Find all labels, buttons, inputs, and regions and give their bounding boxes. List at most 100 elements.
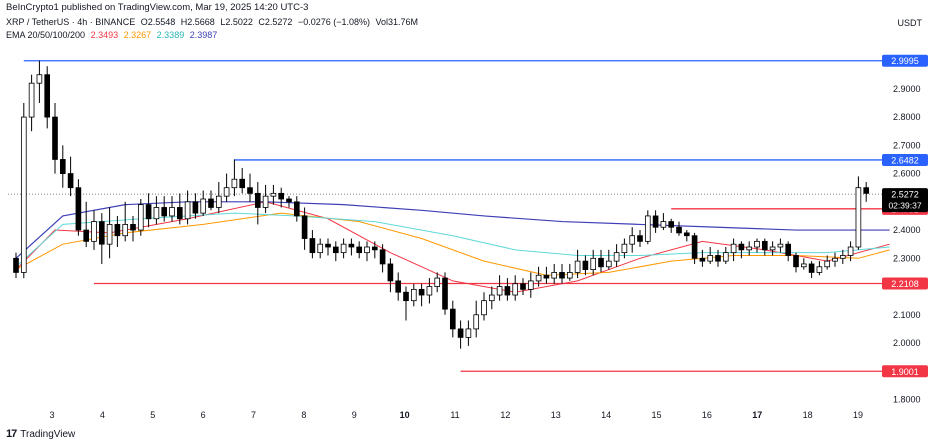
candle-body: [59, 159, 66, 174]
candle-body: [644, 215, 651, 242]
candle-body: [231, 178, 238, 189]
candle-body: [340, 243, 347, 254]
candle-body: [67, 173, 74, 189]
candle-body: [137, 204, 144, 231]
ema-label: EMA 20/50/100/200: [6, 30, 86, 40]
candle-body: [481, 300, 487, 316]
x-tick-label: 4: [100, 410, 105, 420]
candle-body: [722, 252, 729, 262]
candle-body: [582, 260, 589, 271]
candle-body: [215, 195, 222, 208]
candle-body: [28, 82, 35, 118]
last-price-label: 2.5272: [891, 190, 919, 200]
candle-body: [184, 201, 191, 220]
x-tick-label: 11: [450, 410, 459, 420]
candle-body: [442, 277, 448, 310]
candle-body: [371, 246, 378, 251]
candle-body: [145, 204, 152, 220]
candle-body: [192, 201, 199, 214]
x-tick-label: 13: [551, 410, 561, 420]
candle-body: [153, 207, 160, 220]
candle-body: [395, 280, 402, 293]
candle-body: [847, 246, 854, 256]
candle-body: [808, 263, 815, 273]
y-tick-label: 2.7000: [893, 140, 921, 150]
candle-body: [621, 243, 628, 254]
candle-body: [106, 224, 113, 245]
brand-label: TradingView: [20, 428, 76, 440]
candle-body: [769, 246, 776, 251]
x-tick-label: 10: [400, 410, 410, 420]
candle-body: [715, 255, 721, 262]
candle-body: [691, 235, 698, 259]
candle-body: [98, 221, 105, 245]
candle-body: [387, 263, 394, 282]
candle-body: [449, 308, 456, 330]
candle-body: [754, 240, 760, 248]
level-badge: [882, 153, 928, 166]
candle-body: [683, 232, 690, 237]
x-tick-label: 5: [150, 410, 155, 420]
ema-line: [15, 212, 890, 268]
y-tick-label: 2.1000: [893, 310, 921, 320]
candle-body: [434, 277, 441, 287]
candle-body: [605, 260, 612, 268]
y-tick-label: 2.9000: [893, 84, 921, 94]
candle-body: [543, 274, 550, 279]
x-tick-label: 18: [803, 410, 813, 420]
candle-body: [793, 255, 799, 268]
candle-body: [520, 283, 526, 290]
high-value: H2.5668: [180, 17, 215, 27]
y-tick-label: 2.0000: [893, 338, 921, 348]
x-tick-label: 6: [201, 410, 206, 420]
candle-body: [293, 201, 300, 217]
candle-body: [800, 263, 807, 268]
ema-legend: EMA 20/50/100/200 2.3493 2.3267 2.3389 2…: [6, 30, 220, 40]
candle-body: [52, 116, 58, 160]
volume-value: Vol31.76M: [375, 17, 419, 27]
candle-body: [863, 187, 870, 194]
candle-body: [551, 272, 558, 279]
open-value: O2.5548: [140, 17, 176, 27]
ohlc-line: XRP / TetherUS · 4h · BINANCE O2.5548 H2…: [6, 17, 421, 27]
candle-body: [169, 207, 175, 217]
candle-body: [598, 257, 604, 268]
candle-body: [200, 198, 207, 214]
candle-body: [488, 294, 495, 302]
candle-body: [637, 235, 643, 242]
candle-body: [629, 235, 636, 245]
candle-body: [574, 260, 581, 273]
candle-body: [223, 187, 230, 197]
candle-body: [590, 257, 597, 271]
candle-body: [457, 328, 464, 338]
candle-body: [473, 314, 480, 330]
candle-body: [332, 246, 339, 254]
ema50-value: 2.3267: [123, 30, 152, 40]
level-label: 2.2108: [891, 279, 919, 289]
candle-body: [668, 221, 675, 228]
candle-body: [278, 192, 285, 200]
level-label: 1.9001: [891, 367, 919, 377]
candle-body: [652, 215, 659, 228]
candle-body: [496, 286, 503, 296]
candle-body: [403, 291, 409, 302]
x-tick-label: 17: [752, 410, 762, 420]
x-tick-label: 3: [49, 410, 54, 420]
candle-body: [44, 74, 51, 118]
candle-body: [738, 243, 745, 251]
x-tick-label: 12: [500, 410, 510, 420]
candle-body: [426, 286, 433, 296]
close-value: C2.5272: [258, 17, 293, 27]
x-tick-label: 7: [251, 410, 256, 420]
candle-body: [832, 257, 838, 262]
candle-body: [512, 283, 519, 296]
candle-body: [286, 198, 292, 203]
symbol-label: XRP / TetherUS · 4h · BINANCE: [6, 17, 136, 27]
candle-body: [161, 207, 168, 217]
level-label: 2.6482: [891, 155, 919, 165]
y-tick-label: 2.4000: [893, 225, 921, 235]
candle-body: [317, 243, 324, 254]
candle-body: [527, 280, 534, 290]
ema100-value: 2.3389: [156, 30, 185, 40]
